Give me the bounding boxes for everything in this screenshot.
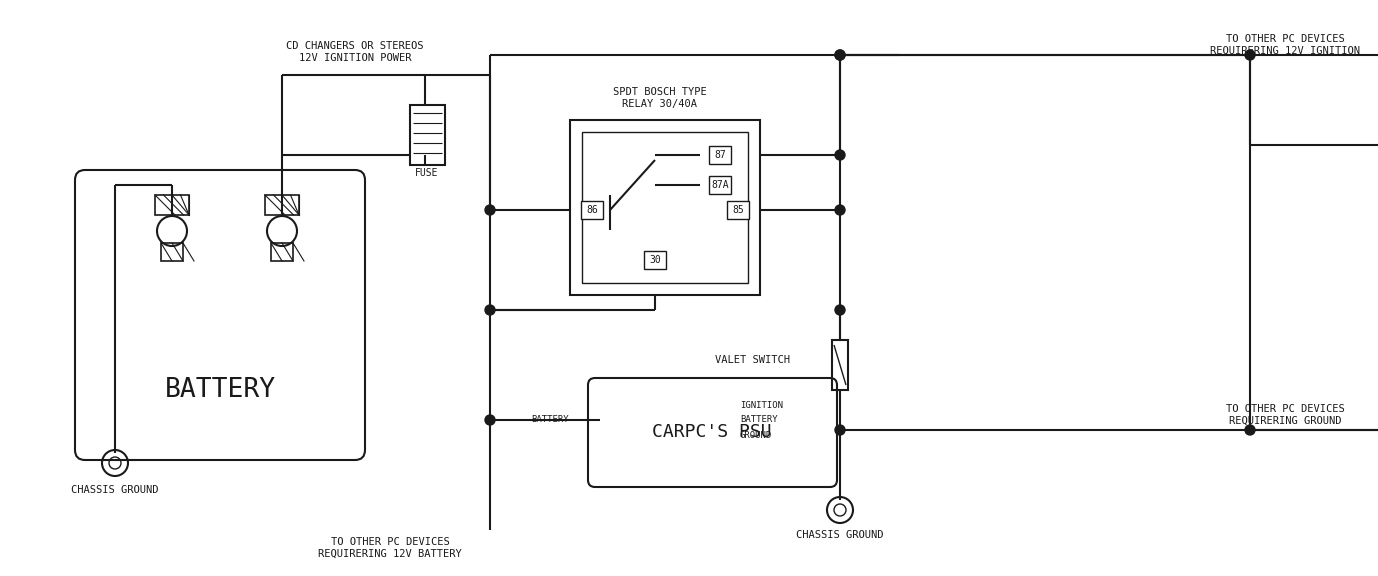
Circle shape <box>485 305 495 315</box>
Text: TO OTHER PC DEVICES
REQUIRERING 12V IGNITION: TO OTHER PC DEVICES REQUIRERING 12V IGNI… <box>1210 34 1360 56</box>
Text: CHASSIS GROUND: CHASSIS GROUND <box>796 530 883 540</box>
Circle shape <box>835 50 845 60</box>
Text: BATTERY: BATTERY <box>740 415 777 425</box>
Bar <box>644 251 666 269</box>
Bar <box>570 120 761 295</box>
Bar <box>710 176 730 194</box>
Bar <box>582 132 748 283</box>
Text: BATTERY: BATTERY <box>164 377 276 403</box>
Text: GROUND: GROUND <box>740 430 772 439</box>
Bar <box>271 243 294 261</box>
Circle shape <box>835 50 845 60</box>
Bar <box>154 195 189 215</box>
Text: FUSE: FUSE <box>415 168 438 178</box>
Circle shape <box>835 305 845 315</box>
Bar <box>710 146 730 164</box>
Text: 86: 86 <box>586 205 598 215</box>
Circle shape <box>835 425 845 435</box>
Text: 85: 85 <box>732 205 744 215</box>
Bar <box>265 195 299 215</box>
Text: VALET SWITCH: VALET SWITCH <box>715 355 790 365</box>
Circle shape <box>1244 50 1255 60</box>
Circle shape <box>835 205 845 215</box>
Bar <box>161 243 183 261</box>
Circle shape <box>1244 425 1255 435</box>
Text: SPDT BOSCH TYPE
RELAY 30/40A: SPDT BOSCH TYPE RELAY 30/40A <box>613 87 707 109</box>
Bar <box>832 340 847 390</box>
Circle shape <box>835 150 845 160</box>
Text: BATTERY: BATTERY <box>531 415 569 425</box>
Text: TO OTHER PC DEVICES
REQUIRERING 12V BATTERY: TO OTHER PC DEVICES REQUIRERING 12V BATT… <box>318 537 462 559</box>
Bar <box>582 201 604 219</box>
Text: CD CHANGERS OR STEREOS
12V IGNITION POWER: CD CHANGERS OR STEREOS 12V IGNITION POWE… <box>287 41 424 63</box>
Bar <box>411 105 445 165</box>
Text: 30: 30 <box>649 255 661 265</box>
Text: 87A: 87A <box>711 180 729 190</box>
Circle shape <box>485 415 495 425</box>
Text: CHASSIS GROUND: CHASSIS GROUND <box>72 485 158 495</box>
Bar <box>728 201 750 219</box>
Text: TO OTHER PC DEVICES
REQUIRERING GROUND: TO OTHER PC DEVICES REQUIRERING GROUND <box>1225 404 1345 426</box>
Text: IGNITION: IGNITION <box>740 400 783 410</box>
Text: 87: 87 <box>714 150 726 160</box>
Circle shape <box>485 205 495 215</box>
Text: CARPC'S PSU: CARPC'S PSU <box>652 423 772 441</box>
